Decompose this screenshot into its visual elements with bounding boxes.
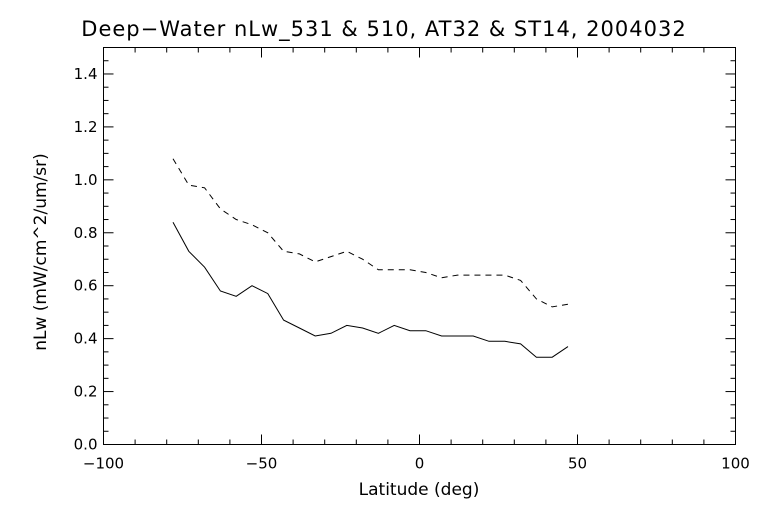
x-axis-label: Latitude (deg) <box>359 480 480 500</box>
y-tick-label: 0.4 <box>74 330 98 348</box>
chart-title: Deep−Water nLw_531 & 510, AT32 & ST14, 2… <box>81 17 687 41</box>
tick-marks <box>103 47 736 445</box>
y-tick-label: 0.2 <box>74 383 98 401</box>
solid-series-line <box>172 221 569 358</box>
dashed-series-line <box>172 158 569 308</box>
x-tick-label: −100 <box>83 455 124 473</box>
y-tick-label: 1.4 <box>74 65 98 83</box>
y-tick-label: 0.6 <box>74 277 98 295</box>
x-tick-labels: −100 −50 0 50 100 <box>83 455 750 473</box>
y-tick-labels: 0.0 0.2 0.4 0.6 0.8 1.0 1.2 1.4 <box>74 65 98 454</box>
x-tick-label: 100 <box>721 455 750 473</box>
y-tick-label: 0.0 <box>74 436 98 454</box>
x-tick-label: 0 <box>415 455 425 473</box>
y-axis-label: nLw (mW/cm^2/um/sr) <box>31 153 51 351</box>
y-tick-label: 0.8 <box>74 224 98 242</box>
y-tick-label: 1.2 <box>74 118 98 136</box>
x-tick-label: 50 <box>568 455 587 473</box>
series-lines <box>172 158 569 358</box>
x-tick-label: −50 <box>246 455 278 473</box>
plot-frame <box>103 47 736 445</box>
y-tick-label: 1.0 <box>74 171 98 189</box>
